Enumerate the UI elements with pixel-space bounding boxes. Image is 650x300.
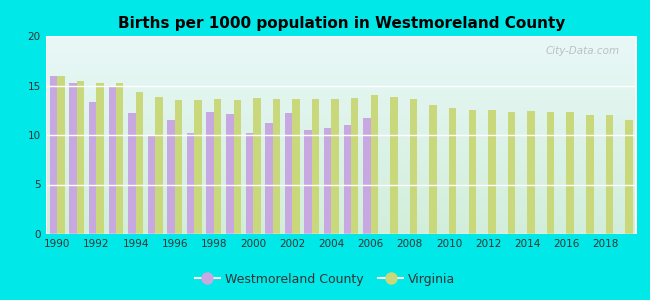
Bar — [332, 99, 339, 234]
Bar — [155, 98, 162, 234]
Bar — [390, 98, 398, 234]
Bar — [128, 113, 136, 234]
Bar — [187, 133, 194, 234]
Bar — [50, 76, 57, 234]
Bar — [207, 112, 214, 234]
Bar — [77, 80, 85, 234]
Bar — [488, 110, 495, 234]
Bar — [370, 95, 378, 234]
Bar — [363, 118, 370, 234]
Bar — [508, 112, 515, 234]
Bar — [547, 112, 554, 234]
Bar — [324, 128, 332, 234]
Bar — [527, 111, 535, 234]
Bar — [253, 98, 261, 234]
Bar — [148, 135, 155, 234]
Bar — [449, 108, 456, 234]
Bar — [214, 99, 222, 234]
Bar — [70, 82, 77, 234]
Bar — [625, 120, 632, 234]
Bar — [469, 110, 476, 234]
Bar — [285, 113, 292, 234]
Bar — [167, 120, 175, 234]
Bar — [567, 112, 574, 234]
Bar — [304, 130, 312, 234]
Bar — [226, 114, 233, 234]
Bar — [175, 100, 182, 234]
Bar — [344, 125, 351, 234]
Legend: Westmoreland County, Virginia: Westmoreland County, Virginia — [190, 268, 460, 291]
Text: City-Data.com: City-Data.com — [545, 46, 619, 56]
Bar — [109, 85, 116, 234]
Title: Births per 1000 population in Westmoreland County: Births per 1000 population in Westmorela… — [118, 16, 565, 31]
Bar — [265, 123, 273, 234]
Bar — [410, 99, 417, 234]
Bar — [606, 115, 613, 234]
Bar — [430, 105, 437, 234]
Bar — [273, 99, 280, 234]
Bar — [351, 98, 359, 234]
Bar — [292, 99, 300, 234]
Bar — [194, 100, 202, 234]
Bar — [246, 133, 253, 234]
Bar — [136, 92, 143, 234]
Bar — [586, 115, 593, 234]
Bar — [233, 100, 241, 234]
Bar — [312, 99, 319, 234]
Bar — [89, 102, 96, 234]
Bar — [96, 82, 104, 234]
Bar — [116, 82, 124, 234]
Bar — [57, 76, 65, 234]
